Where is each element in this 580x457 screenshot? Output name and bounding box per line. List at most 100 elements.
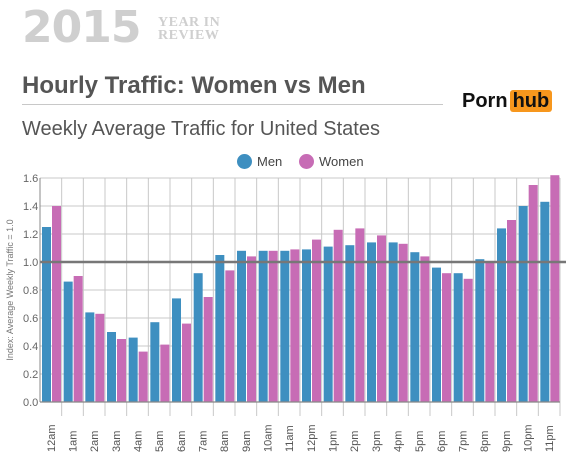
- x-tick-label: 1am: [68, 431, 80, 452]
- chart-title: Hourly Traffic: Women vs Men: [22, 72, 366, 99]
- bar-men: [497, 228, 506, 402]
- bar-women: [528, 185, 538, 402]
- bar-women: [95, 313, 105, 402]
- bar-men: [85, 312, 95, 402]
- bar-women: [355, 228, 365, 402]
- bar-men: [42, 227, 51, 402]
- bar-women: [550, 175, 560, 402]
- y-tick-label: 0.0: [23, 397, 38, 409]
- x-tick-label: 8pm: [479, 431, 491, 452]
- chart-subtitle: Weekly Average Traffic for United States: [22, 118, 380, 140]
- x-tick-label: 6am: [176, 431, 188, 452]
- year-in-review-line2: REVIEW: [158, 28, 220, 43]
- x-tick-label: 5am: [154, 431, 166, 452]
- bar-men: [432, 267, 441, 402]
- bar-men: [388, 242, 398, 402]
- bar-women: [268, 250, 278, 402]
- bar-men: [128, 337, 138, 402]
- x-tick-label: 12am: [46, 424, 58, 452]
- logo-text-part1: Porn: [462, 90, 508, 112]
- bar-women: [463, 278, 473, 402]
- bar-women: [420, 256, 430, 402]
- bar-women: [160, 344, 170, 402]
- bar-men: [367, 242, 376, 402]
- bar-men: [540, 201, 550, 402]
- x-tick-label: 9pm: [501, 431, 513, 452]
- bar-men: [280, 250, 290, 402]
- legend-label-women: Women: [319, 154, 364, 169]
- legend-label-men: Men: [257, 154, 283, 169]
- bar-men: [518, 206, 528, 402]
- legend-item-men: Men: [237, 154, 282, 169]
- x-tick-label: 4pm: [393, 431, 405, 452]
- bar-women: [247, 256, 256, 402]
- x-tick-label: 12pm: [306, 424, 318, 452]
- x-tick-label: 11am: [284, 425, 296, 452]
- bar-women: [442, 273, 451, 402]
- bar-men: [193, 273, 203, 402]
- y-tick-label: 1.6: [23, 173, 38, 185]
- legend-swatch-women: [299, 154, 314, 169]
- bar-women: [182, 323, 191, 402]
- bar-men: [237, 250, 246, 402]
- bar-men: [475, 259, 485, 402]
- bar-women: [203, 297, 213, 402]
- bar-women: [312, 239, 321, 402]
- x-tick-label: 1pm: [328, 431, 340, 452]
- x-tick-label: 9am: [241, 431, 253, 452]
- bar-women: [377, 235, 386, 402]
- title-divider: [22, 104, 443, 105]
- bar-men: [172, 298, 181, 402]
- x-tick-label: 6pm: [436, 431, 448, 452]
- bar-women: [73, 276, 83, 402]
- y-tick-label: 1.2: [23, 229, 38, 241]
- y-tick-label: 0.2: [23, 369, 38, 381]
- bar-men: [215, 255, 225, 402]
- x-tick-label: 4am: [133, 431, 145, 452]
- bar-women: [225, 270, 235, 402]
- y-tick-label: 1.4: [23, 201, 38, 213]
- bar-women: [52, 206, 61, 402]
- bar-men: [410, 252, 420, 402]
- x-tick-label: 2pm: [349, 431, 361, 452]
- y-tick-label: 0.6: [23, 313, 38, 325]
- bar-women: [290, 249, 300, 402]
- x-tick-label: 7am: [198, 431, 210, 452]
- bar-men: [323, 246, 333, 402]
- year-in-review-label: YEAR IN REVIEW: [158, 15, 221, 43]
- brand-logo: Porn hub: [462, 90, 553, 113]
- logo-text-part2: hub: [509, 90, 553, 112]
- bar-women: [333, 229, 343, 402]
- x-tick-label: 11pm: [544, 425, 556, 452]
- bar-women: [507, 220, 516, 402]
- y-tick-label: 1.0: [23, 257, 38, 269]
- bar-men: [302, 249, 311, 402]
- legend-item-women: Women: [299, 154, 364, 169]
- bar-men: [345, 245, 355, 402]
- x-tick-label: 3pm: [371, 431, 383, 452]
- bar-men: [258, 250, 268, 402]
- y-axis-label: Index: Average Weekly Traffic = 1.0: [5, 219, 15, 360]
- x-tick-label: 5pm: [414, 431, 426, 452]
- year-in-review-line1: YEAR IN: [158, 15, 221, 30]
- x-tick-label: 8am: [219, 431, 231, 452]
- bar-women: [398, 243, 408, 402]
- y-tick-label: 0.4: [23, 341, 38, 353]
- x-tick-label: 7pm: [458, 431, 470, 452]
- bar-women: [485, 262, 495, 402]
- bar-men: [63, 281, 73, 402]
- bar-women: [117, 339, 126, 402]
- x-tick-label: 10pm: [523, 424, 535, 452]
- x-tick-label: 10am: [263, 424, 275, 452]
- x-tick-label: 2am: [89, 431, 101, 452]
- bar-men: [453, 273, 463, 402]
- bar-men: [150, 322, 160, 402]
- bar-women: [138, 351, 148, 402]
- year-heading: 2015: [22, 2, 141, 53]
- legend: Men Women: [0, 152, 580, 172]
- x-tick-label: 3am: [111, 431, 123, 452]
- y-tick-label: 0.8: [23, 285, 38, 297]
- bar-men: [107, 332, 116, 402]
- legend-swatch-men: [237, 154, 252, 169]
